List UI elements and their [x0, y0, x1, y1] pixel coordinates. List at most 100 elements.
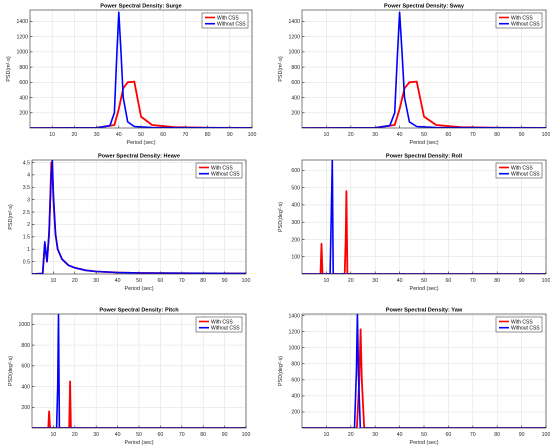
y-tick-label: 1400: [16, 19, 28, 25]
subplot-4: 10 20 30 40 50 60 70 80 90 100 100 200 300 400 500 600 P…: [278, 154, 550, 293]
x-tick-label: 80: [494, 278, 500, 284]
y-tick-label: 500: [291, 185, 300, 191]
y-tick-label: 600: [291, 378, 300, 384]
x-tick-label: 10: [49, 132, 55, 138]
legend-label: With CSS: [511, 319, 533, 325]
x-tick-label: 80: [205, 132, 211, 138]
series-line-without-css: [302, 160, 546, 274]
x-tick-label: 30: [372, 432, 378, 438]
x-tick-label: 100: [542, 132, 550, 138]
y-axis-label: PSD(m²·s): [6, 56, 12, 82]
y-tick-label: 4.5: [23, 160, 30, 166]
subplot-6: 10 20 30 40 50 60 70 80 90 100 200 400 600 800 1000 120…: [278, 308, 550, 447]
x-tick-label: 20: [348, 278, 354, 284]
y-tick-label: 100: [291, 255, 300, 261]
y-tick-label: 3.5: [23, 185, 30, 191]
y-tick-label: 200: [291, 410, 300, 416]
y-tick-label: 800: [291, 65, 300, 71]
x-tick-label: 30: [372, 132, 378, 138]
y-tick-label: 4: [27, 173, 30, 179]
x-tick-label: 20: [348, 132, 354, 138]
x-tick-label: 100: [242, 278, 251, 284]
legend-label: With CSS: [211, 319, 233, 325]
x-tick-label: 70: [179, 278, 185, 284]
x-tick-label: 90: [222, 278, 228, 284]
x-tick-label: 40: [397, 132, 403, 138]
x-axis-label: Period (sec): [124, 440, 153, 446]
legend-label: With CSS: [217, 15, 239, 21]
x-tick-label: 80: [200, 432, 206, 438]
legend-label: Without CSS: [511, 22, 540, 28]
series-line-with-css: [302, 328, 546, 428]
y-tick-label: 1: [27, 247, 30, 253]
legend-label: With CSS: [211, 165, 233, 171]
x-tick-label: 20: [72, 278, 78, 284]
chart-title: Power Spectral Density: Surge: [100, 4, 181, 10]
y-tick-label: 400: [291, 394, 300, 400]
x-tick-label: 20: [72, 132, 78, 138]
y-tick-label: 0.5: [23, 259, 30, 265]
chart-title: Power Spectral Density: Roll: [386, 154, 463, 160]
x-tick-label: 60: [446, 278, 452, 284]
x-tick-label: 70: [470, 132, 476, 138]
x-tick-label: 90: [519, 132, 525, 138]
x-axis-label: Period (sec): [409, 440, 438, 446]
x-tick-label: 10: [51, 432, 57, 438]
y-tick-label: 200: [21, 405, 30, 411]
y-tick-label: 400: [19, 95, 28, 101]
x-tick-label: 30: [93, 278, 99, 284]
y-tick-label: 800: [21, 343, 30, 349]
y-tick-label: 1400: [288, 313, 300, 319]
x-tick-label: 100: [542, 432, 550, 438]
subplot-2: 10 20 30 40 50 60 70 80 90 100 200 400 600 800 1000 120…: [278, 4, 550, 147]
x-axis-label: Period (sec): [124, 286, 153, 292]
y-tick-label: 3: [27, 197, 30, 203]
y-axis-label: PSD(m²·s): [278, 56, 284, 82]
legend-label: Without CSS: [217, 22, 246, 28]
y-tick-label: 600: [21, 364, 30, 370]
x-tick-label: 90: [227, 132, 233, 138]
subplot-1: 10 20 30 40 50 60 70 80 90 100 200 400 600 800 1000 120…: [6, 4, 256, 147]
x-tick-label: 70: [183, 132, 189, 138]
y-axis-label: PSD(deg²·s): [278, 202, 284, 232]
x-tick-label: 60: [446, 132, 452, 138]
x-tick-label: 60: [158, 278, 164, 284]
y-tick-label: 400: [291, 203, 300, 209]
legend-label: Without CSS: [211, 172, 240, 178]
y-tick-label: 600: [19, 80, 28, 86]
x-tick-label: 30: [94, 132, 100, 138]
y-tick-label: 600: [291, 80, 300, 86]
x-axis-label: Period (sec): [126, 140, 155, 146]
x-axis-label: Period (sec): [409, 140, 438, 146]
legend-label: Without CSS: [511, 326, 540, 332]
series-line-with-css: [302, 190, 546, 274]
x-tick-label: 80: [494, 432, 500, 438]
x-tick-label: 60: [160, 132, 166, 138]
subplot-3: 10 20 30 40 50 60 70 80 90 100 0.5 1 1.5 2 2.5 3 3.5 4 4.5…: [8, 154, 250, 293]
y-tick-label: 1200: [288, 329, 300, 335]
x-tick-label: 90: [519, 432, 525, 438]
x-tick-label: 50: [136, 278, 142, 284]
y-tick-label: 2: [27, 222, 30, 228]
y-tick-label: 200: [19, 111, 28, 117]
y-tick-label: 300: [291, 220, 300, 226]
series-line-without-css: [30, 11, 252, 128]
x-tick-label: 50: [136, 432, 142, 438]
x-tick-label: 100: [242, 432, 251, 438]
y-axis-label: PSD(deg²·s): [8, 356, 14, 386]
y-tick-label: 400: [291, 95, 300, 101]
legend-label: Without CSS: [211, 326, 240, 332]
y-axis-label: PSD(deg²·s): [278, 356, 284, 386]
series-line-without-css: [32, 160, 246, 274]
y-tick-label: 1000: [16, 50, 28, 56]
x-tick-label: 90: [222, 432, 228, 438]
x-tick-label: 60: [158, 432, 164, 438]
chart-title: Power Spectral Density: Heave: [98, 154, 180, 160]
series-line-without-css: [32, 314, 246, 428]
x-tick-label: 70: [470, 278, 476, 284]
y-tick-label: 200: [291, 111, 300, 117]
x-tick-label: 40: [115, 432, 121, 438]
x-tick-label: 40: [115, 278, 121, 284]
